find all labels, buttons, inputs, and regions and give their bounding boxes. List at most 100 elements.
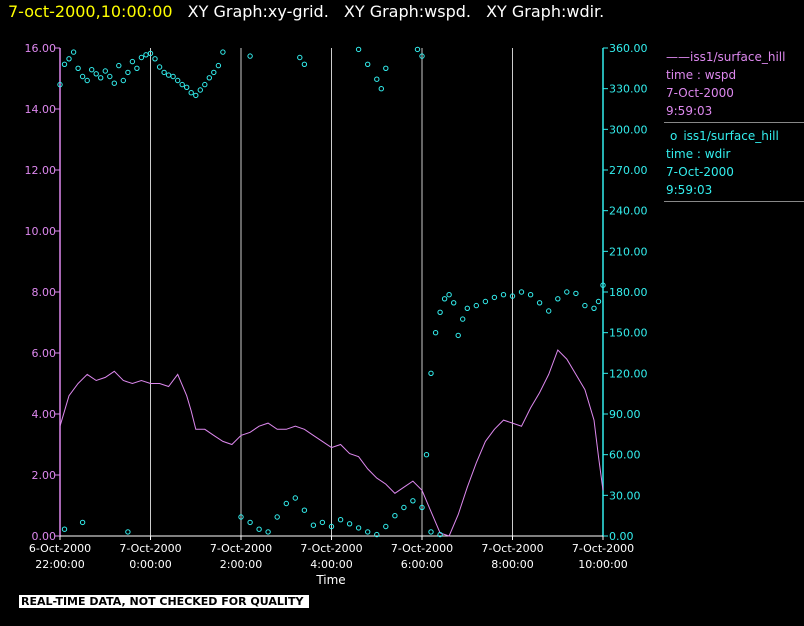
wdir-point [61,526,68,532]
legend-wdir-date: 7-Oct-2000 [666,165,734,179]
wdir-point [79,73,86,80]
x-axis-tick-time: 8:00:00 [491,558,533,571]
wdir-point [184,84,190,91]
wdir-point [102,68,109,74]
left-axis-tick-label: 10.00 [25,225,57,238]
legend: ——iss1/surface_hill time : wspd 7-Oct-20… [664,44,804,202]
wdir-point [355,525,362,531]
wdir-point [374,76,380,82]
left-axis-tick-label: 16.00 [25,42,57,55]
wdir-point [175,77,181,84]
legend-wspd-date: 7-Oct-2000 [666,86,734,100]
wdir-point [591,305,597,311]
wdir-point [600,282,606,288]
x-axis-tick-time: 2:00:00 [220,558,262,571]
right-axis-tick-label: 30.00 [609,489,641,502]
wdir-point [125,529,131,535]
wdir-point [383,65,389,72]
left-axis-tick-label: 6.00 [32,347,57,360]
wdir-point [437,309,443,315]
wdir-point [460,316,466,322]
right-axis-tick-label: 60.00 [609,449,641,462]
left-axis-tick-label: 14.00 [25,103,57,116]
wdir-point [346,521,353,527]
legend-wdir-variable: time : wdir [666,147,731,161]
title-graph-wdir: XY Graph:wdir. [486,2,605,21]
wdir-point [428,529,434,535]
wdir-point [437,531,443,538]
wdir-point [156,64,163,70]
right-axis-tick-label: 90.00 [609,408,641,421]
title-graph-wspd: XY Graph:wspd. [343,2,471,21]
x-axis-tick-time: 0:00:00 [129,558,171,571]
wdir-point [355,46,362,53]
wdir-point [491,294,498,301]
wdir-point [247,519,253,526]
wdir-point [555,296,561,302]
wdir-point [125,69,131,76]
legend-wspd-name-row: ——iss1/surface_hill [666,48,804,66]
wdir-point [111,80,118,86]
wdir-point [161,69,167,76]
wdir-point [509,293,516,299]
wdir-point [66,56,72,62]
x-axis-tick-time: 10:00:00 [578,558,627,571]
wdir-point [256,526,262,532]
wdir-point [595,298,602,305]
right-axis-tick-label: 0.00 [609,530,634,543]
x-axis-tick-time: 22:00:00 [35,558,84,571]
wdir-point [93,71,99,77]
wdir-point [365,61,371,68]
wdir-point [500,292,507,298]
wdir-point [455,332,461,339]
legend-wdir-name-row: o iss1/surface_hill [666,127,804,145]
wdir-point [392,513,398,519]
wdir-point [410,498,416,504]
plot-series [57,46,606,538]
x-axis-title: Time [315,573,345,587]
wdir-point [428,370,434,376]
wdir-point [143,52,149,58]
wdir-point [414,46,421,53]
wdir-point [297,54,303,61]
wdir-point [70,49,77,55]
wdir-point [328,523,335,530]
wdir-point [383,523,389,530]
wdir-point [378,86,384,92]
wdir-point [564,289,570,295]
graph-title-bar: 7-oct-2000,10:00:00 XY Graph:xy-grid. XY… [8,2,604,21]
wdir-point [527,292,534,298]
right-axis-tick-label: 150.00 [609,327,648,340]
wdir-point [57,81,63,88]
wdir-point [292,495,298,501]
wdir-point [202,81,208,88]
wdir-point [518,289,525,295]
wdir-point [211,69,217,76]
x-axis-tick-date: 7-Oct-2000 [481,542,543,555]
wdir-point [134,65,140,72]
wdir-point [419,53,425,59]
wdir-point [365,529,371,535]
right-axis-tick-label: 330.00 [609,83,648,96]
wdir-point [79,519,86,526]
right-axis-tick-label: 210.00 [609,245,648,258]
wdir-point [197,87,204,93]
wdir-point [582,302,588,309]
x-axis-tick-date: 7-Oct-2000 [300,542,362,555]
wdir-point [451,300,457,306]
right-axis-tick-label: 300.00 [609,123,648,136]
grid-lines [150,48,604,536]
right-axis-tick-label: 240.00 [609,205,648,218]
wdir-point [98,75,104,81]
x-axis-tick-date: 7-Oct-2000 [572,542,634,555]
legend-wspd-variable: time : wspd [666,68,737,82]
wdir-point [546,308,552,314]
quality-warning-banner: REAL-TIME DATA, NOT CHECKED FOR QUALITY [19,595,310,608]
wdir-point [238,514,244,520]
left-axis-tick-label: 4.00 [32,408,57,421]
wdir-point [310,522,317,528]
x-axis-tick-date: 7-Oct-2000 [391,542,453,555]
wdir-point [274,514,280,520]
wdir-point [116,62,122,69]
